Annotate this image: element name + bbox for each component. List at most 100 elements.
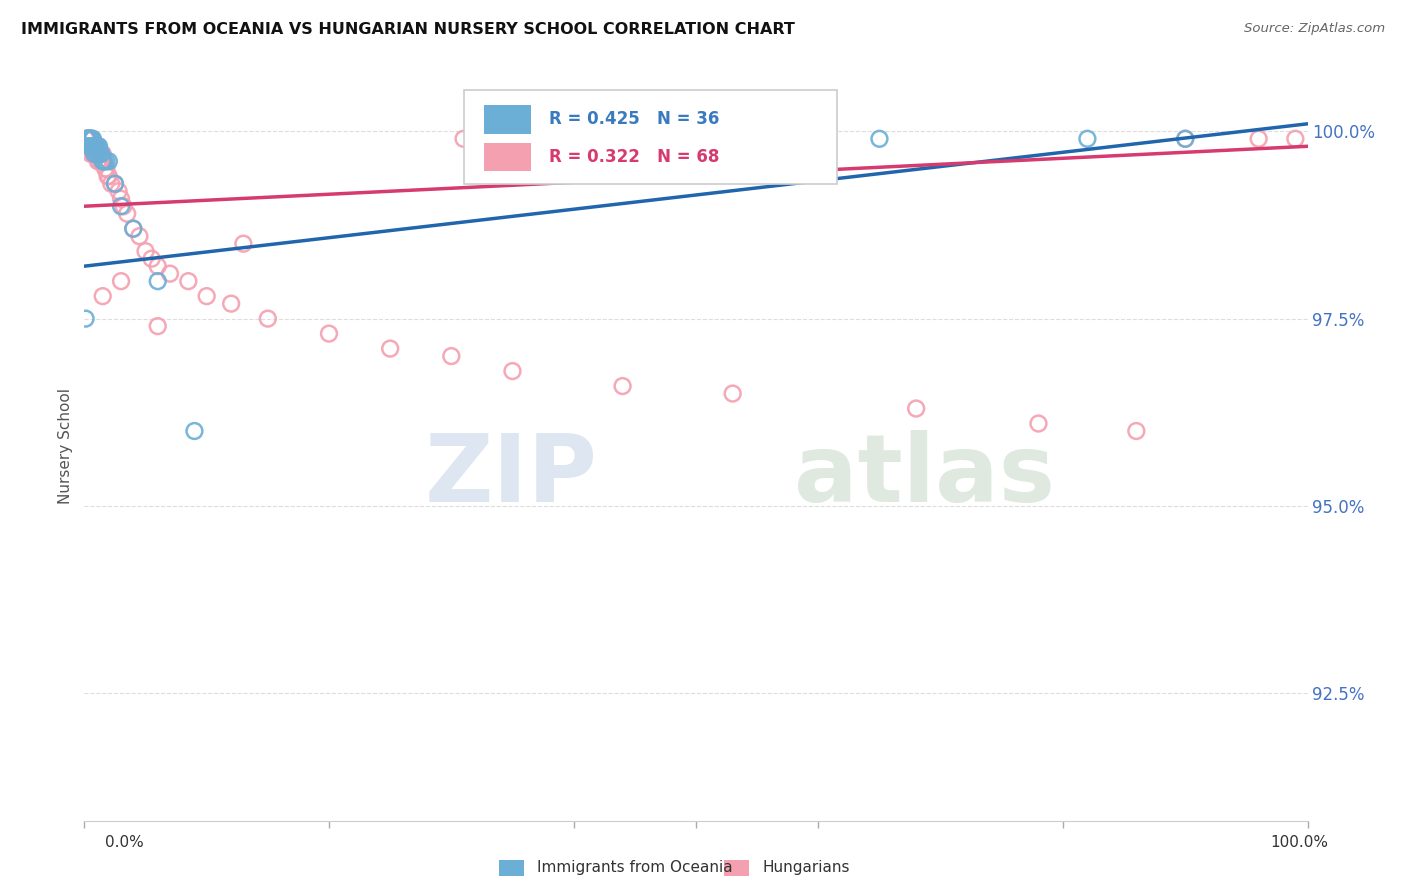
Point <box>89 154 111 169</box>
Point <box>83 139 105 153</box>
Point <box>90 154 112 169</box>
Point <box>122 221 145 235</box>
Point <box>86 139 108 153</box>
Point <box>82 139 104 153</box>
Point <box>77 132 100 146</box>
Point <box>84 146 107 161</box>
Point <box>1247 132 1270 146</box>
Point <box>93 154 115 169</box>
Point <box>83 139 105 153</box>
Point <box>97 169 120 184</box>
Point <box>1076 132 1098 146</box>
Point <box>77 132 100 146</box>
Point <box>100 177 122 191</box>
Point <box>80 132 103 146</box>
Point <box>115 207 138 221</box>
Point <box>79 132 101 146</box>
Point <box>80 132 103 146</box>
Point <box>75 132 97 146</box>
Point <box>91 146 114 161</box>
Point <box>502 364 524 378</box>
Point <box>76 132 98 146</box>
Point <box>83 146 105 161</box>
Point <box>110 274 132 288</box>
Point <box>232 236 254 251</box>
Point <box>146 274 169 288</box>
Point <box>75 311 97 326</box>
Point <box>90 146 112 161</box>
Point <box>84 139 107 153</box>
Point <box>104 177 127 191</box>
Point <box>82 146 104 161</box>
Point <box>135 244 157 259</box>
Point <box>77 132 100 146</box>
Point <box>1028 417 1050 431</box>
Point <box>159 267 181 281</box>
Text: Immigrants from Oceania: Immigrants from Oceania <box>537 861 733 875</box>
Point <box>257 311 280 326</box>
Text: 100.0%: 100.0% <box>1271 836 1329 850</box>
Point <box>87 139 110 153</box>
Text: ZIP: ZIP <box>425 430 598 522</box>
Point <box>721 386 744 401</box>
Point <box>79 146 101 161</box>
Bar <box>484 143 531 171</box>
Point <box>79 132 101 146</box>
Point <box>77 132 100 146</box>
Point <box>122 221 145 235</box>
Point <box>183 424 205 438</box>
Text: atlas: atlas <box>794 430 1054 522</box>
Point <box>107 184 129 198</box>
Point <box>87 146 110 161</box>
Bar <box>484 105 531 134</box>
Point <box>94 161 117 176</box>
Point <box>91 154 114 169</box>
Point <box>112 199 135 213</box>
Text: IMMIGRANTS FROM OCEANIA VS HUNGARIAN NURSERY SCHOOL CORRELATION CHART: IMMIGRANTS FROM OCEANIA VS HUNGARIAN NUR… <box>21 22 794 37</box>
Point <box>318 326 340 341</box>
Text: R = 0.322   N = 68: R = 0.322 N = 68 <box>550 148 720 166</box>
Point <box>82 139 104 153</box>
Point <box>869 132 891 146</box>
Point <box>87 154 110 169</box>
Point <box>1284 132 1306 146</box>
Point <box>104 177 127 191</box>
Point <box>77 139 100 153</box>
Point <box>612 379 634 393</box>
Point <box>76 139 98 153</box>
Point <box>110 192 132 206</box>
Point <box>87 154 110 169</box>
Point <box>77 132 100 146</box>
Point <box>84 139 107 153</box>
Point <box>219 296 242 310</box>
Point <box>91 154 114 169</box>
Point <box>128 229 150 244</box>
Point <box>380 342 402 356</box>
Text: Hungarians: Hungarians <box>762 861 849 875</box>
Point <box>80 139 103 153</box>
Point <box>110 199 132 213</box>
Y-axis label: Nursery School: Nursery School <box>58 388 73 504</box>
Point <box>440 349 463 363</box>
Point <box>80 139 103 153</box>
Point <box>79 139 101 153</box>
Text: R = 0.425   N = 36: R = 0.425 N = 36 <box>550 111 720 128</box>
Point <box>195 289 218 303</box>
Point <box>79 132 101 146</box>
Point <box>79 139 101 153</box>
Point <box>97 154 120 169</box>
Text: 0.0%: 0.0% <box>105 836 145 850</box>
Point <box>77 132 100 146</box>
Text: Source: ZipAtlas.com: Source: ZipAtlas.com <box>1244 22 1385 36</box>
Point <box>89 146 111 161</box>
Point <box>453 132 475 146</box>
Point <box>93 154 115 169</box>
Point <box>91 289 114 303</box>
FancyBboxPatch shape <box>464 90 837 184</box>
Point <box>76 132 98 146</box>
Point <box>87 139 110 153</box>
Point <box>177 274 200 288</box>
Point <box>905 401 928 416</box>
Point <box>86 146 108 161</box>
Point <box>82 132 104 146</box>
